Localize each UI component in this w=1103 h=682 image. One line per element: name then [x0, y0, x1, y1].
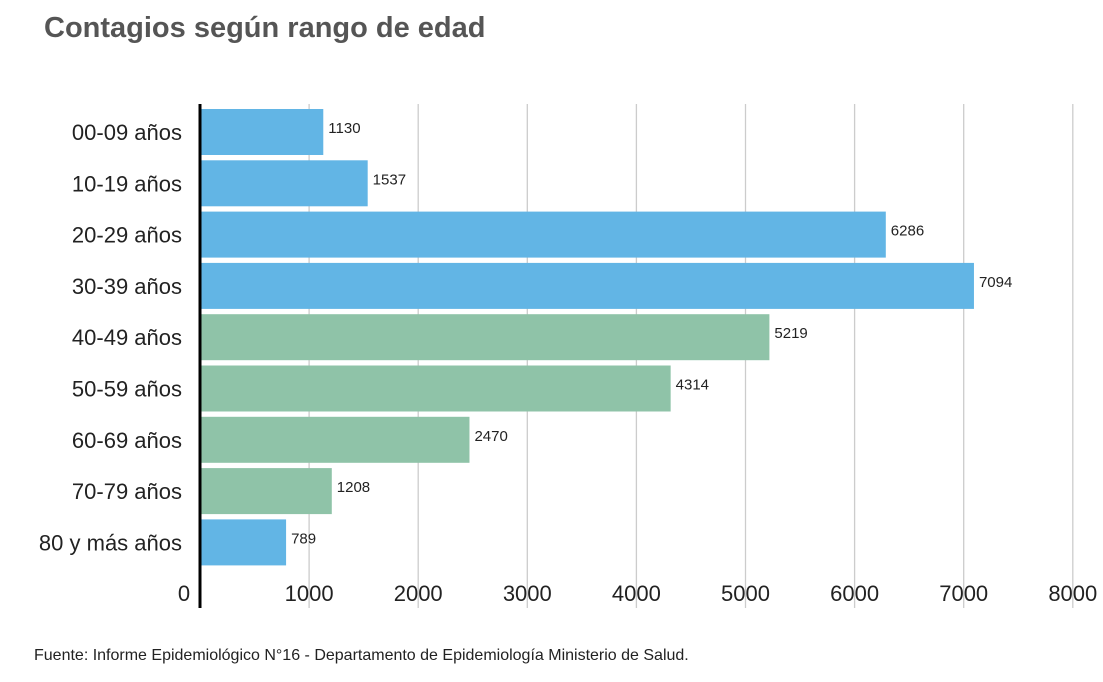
x-tick-label: 3000 — [503, 581, 552, 606]
category-label: 80 y más años — [39, 530, 182, 555]
x-tick-label: 8000 — [1048, 581, 1097, 606]
source-note: Fuente: Informe Epidemiológico N°16 - De… — [34, 647, 689, 664]
bar — [200, 468, 332, 515]
bar — [200, 262, 974, 309]
data-label: 2470 — [474, 428, 507, 445]
x-tick-label: 1000 — [285, 581, 334, 606]
bar — [200, 519, 287, 566]
data-label: 1537 — [373, 171, 406, 188]
data-label: 6286 — [891, 223, 924, 240]
category-label: 40-49 años — [72, 325, 182, 350]
category-label: 60-69 años — [72, 428, 182, 453]
category-label: 70-79 años — [72, 479, 182, 504]
data-label: 7094 — [979, 274, 1012, 291]
bars — [200, 109, 974, 566]
x-tick-label: 5000 — [721, 581, 770, 606]
data-label: 1208 — [337, 479, 370, 496]
bar — [200, 365, 671, 412]
data-label: 4314 — [676, 377, 709, 394]
labels: 0 1000 2000 3000 4000 5000 6000 7000 8000 00-09 a… — [39, 120, 1097, 606]
x-tick-label: 4000 — [612, 581, 661, 606]
x-tick-label: 2000 — [394, 581, 443, 606]
x-tick-label: 0 — [178, 581, 190, 606]
bar — [200, 160, 368, 207]
category-label: 20-29 años — [72, 223, 182, 248]
bar-chart: 0 1000 2000 3000 4000 5000 6000 7000 8000 00-09 a… — [39, 104, 1097, 608]
bar — [200, 211, 886, 258]
chart-title: Contagios según rango de edad — [44, 12, 486, 44]
x-tick-label: 7000 — [939, 581, 988, 606]
category-label: 00-09 años — [72, 120, 182, 145]
category-label: 30-39 años — [72, 274, 182, 299]
data-label: 789 — [291, 530, 316, 547]
category-label: 50-59 años — [72, 377, 182, 402]
data-label: 5219 — [774, 325, 807, 342]
data-label: 1130 — [328, 120, 360, 137]
bar — [200, 109, 324, 155]
x-tick-label: 6000 — [830, 581, 879, 606]
category-label: 10-19 años — [72, 171, 182, 196]
bar — [200, 416, 470, 463]
bar — [200, 314, 770, 361]
